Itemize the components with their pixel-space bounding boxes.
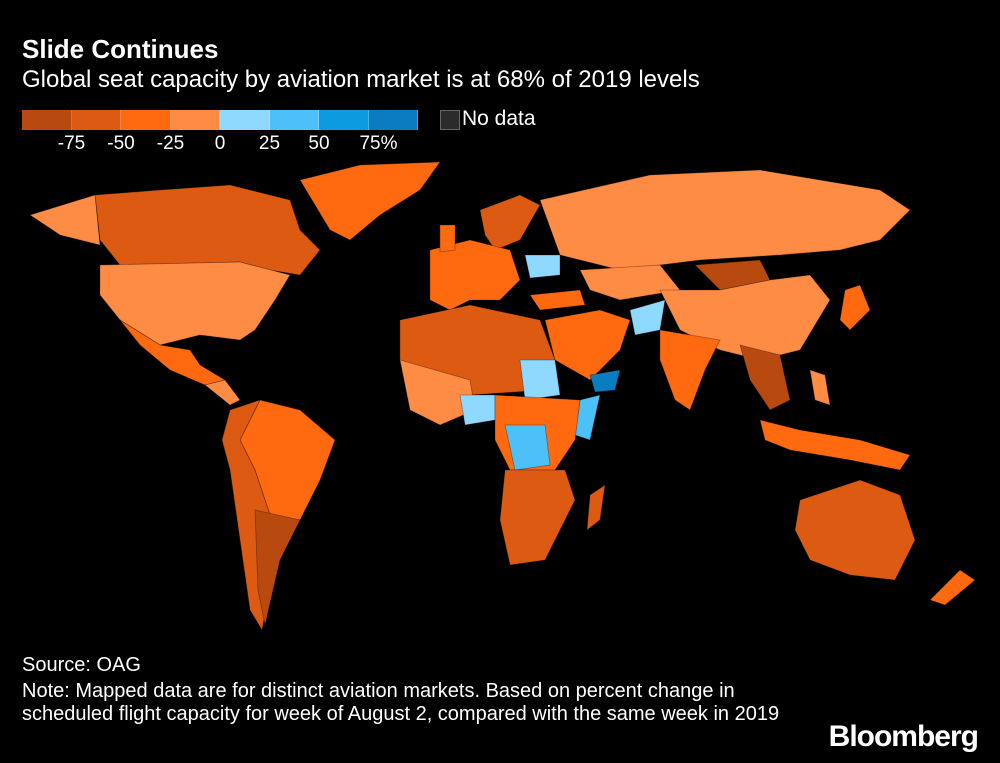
region-southern-africa	[499, 469, 576, 566]
region-philippines	[809, 369, 831, 406]
region-west-africa	[399, 359, 476, 426]
legend-bin	[121, 110, 171, 130]
region-scandinavia	[479, 194, 541, 251]
region-central-america	[204, 379, 241, 406]
chart-title: Slide Continues	[22, 34, 219, 64]
region-japan	[839, 284, 871, 331]
region-turkey	[529, 289, 586, 311]
region-australia	[794, 479, 916, 581]
bloomberg-logo: Bloomberg	[828, 720, 979, 753]
region-ukraine	[524, 254, 561, 279]
legend-bin	[71, 110, 121, 130]
region-usa	[99, 261, 291, 346]
region-new-zealand	[929, 569, 976, 606]
legend-bin	[220, 110, 270, 130]
legend-tick: 0	[214, 133, 226, 154]
source-note: Source: OAG	[22, 654, 141, 676]
legend-bin	[368, 110, 418, 130]
region-nigeria	[459, 394, 496, 426]
region-greenland	[299, 161, 441, 241]
region-canada	[94, 184, 321, 276]
legend-tick: -75	[57, 133, 86, 154]
region-middle-east	[544, 309, 631, 381]
footnote: Note: Mapped data are for distinct aviat…	[22, 680, 780, 725]
region-yemen	[589, 369, 621, 393]
region-uk	[439, 224, 456, 253]
region-southeast-asia	[739, 344, 791, 411]
legend-bin	[22, 110, 72, 130]
legend-tick: -50	[107, 133, 135, 154]
region-india	[659, 329, 721, 411]
region-sudan	[519, 359, 561, 401]
legend-bin	[269, 110, 319, 130]
region-argentina	[254, 509, 301, 626]
no-data-label: No data	[462, 107, 536, 130]
world-map	[29, 161, 976, 632]
legend-tick: 25	[258, 133, 281, 154]
legend-tick: 75%	[359, 133, 398, 154]
region-alaska	[29, 194, 101, 246]
region-indonesia	[759, 419, 911, 471]
region-drc	[504, 424, 551, 471]
no-data-swatch	[440, 110, 460, 130]
region-russia	[539, 169, 911, 271]
legend-bin	[170, 110, 220, 130]
region-madagascar	[586, 484, 606, 531]
region-west-europe	[429, 239, 521, 311]
legend-tick: 50	[308, 133, 330, 154]
region-kazakhstan	[579, 264, 681, 301]
legend-tick: -25	[156, 133, 185, 154]
chart-subtitle: Global seat capacity by aviation market …	[22, 66, 700, 93]
color-legend	[22, 110, 418, 130]
legend-bin	[319, 110, 369, 130]
